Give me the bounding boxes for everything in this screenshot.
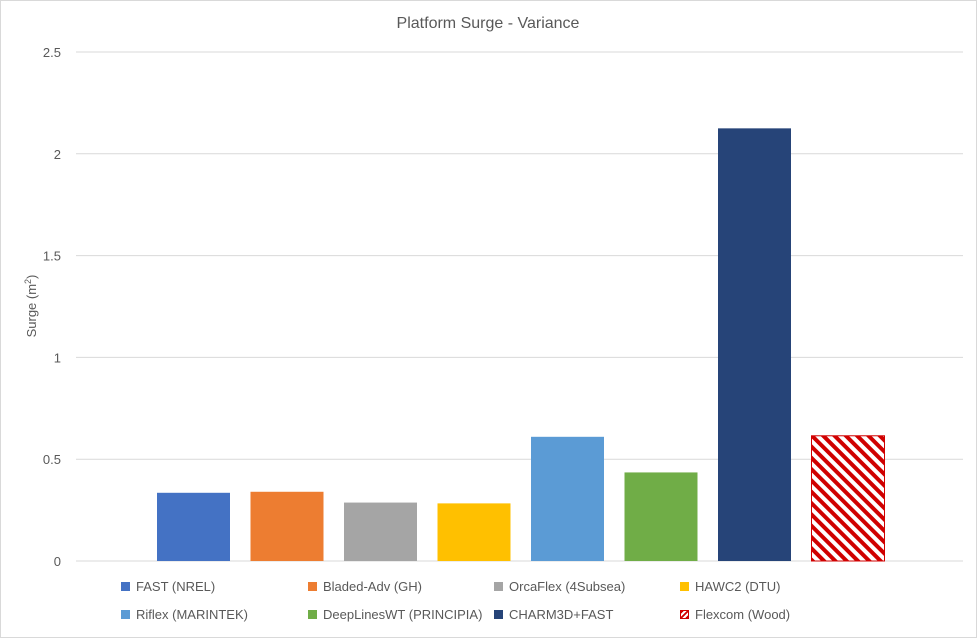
legend-swatch: [680, 582, 689, 591]
y-axis-ticks: 0 0.5 1 1.5 2 2.5: [43, 45, 61, 569]
bar-charm3d-fast: [718, 128, 791, 561]
legend-item: DeepLinesWT (PRINCIPIA): [308, 607, 482, 622]
bar-orcaflex-4subsea: [344, 502, 417, 561]
y-axis-label-suffix: ): [24, 275, 39, 279]
legend-item: FAST (NREL): [121, 579, 215, 594]
legend-swatch: [494, 582, 503, 591]
legend-swatch: [680, 610, 689, 619]
chart-title: Platform Surge - Variance: [397, 15, 580, 32]
legend-label: Flexcom (Wood): [695, 607, 791, 622]
legend-item: Bladed-Adv (GH): [308, 579, 422, 594]
legend-swatch: [494, 610, 503, 619]
legend-item: HAWC2 (DTU): [680, 579, 780, 594]
legend-swatch: [308, 610, 317, 619]
legend-label: FAST (NREL): [136, 579, 216, 594]
bar-bladed-adv-gh: [250, 491, 324, 561]
bar-fast-nrel: [157, 492, 230, 561]
legend-item: CHARM3D+FAST: [494, 607, 613, 622]
legend-label: CHARM3D+FAST: [509, 607, 614, 622]
legend-label: OrcaFlex (4Subsea): [509, 579, 626, 594]
legend-swatch: [121, 582, 130, 591]
bar-hawc2-dtu: [437, 503, 511, 561]
y-tick-label: 0: [54, 554, 61, 569]
y-tick-label: 0.5: [43, 452, 61, 467]
y-tick-label: 2.5: [43, 45, 61, 60]
y-tick-label: 2: [54, 147, 61, 162]
y-axis-label: Surge (m2): [23, 275, 39, 338]
legend-item: Riflex (MARINTEK): [121, 607, 248, 622]
legend-swatch: [121, 610, 130, 619]
y-axis-label-prefix: Surge (m: [24, 284, 39, 337]
y-tick-label: 1.5: [43, 249, 61, 264]
y-axis-label-superscript: 2: [23, 279, 33, 284]
legend-swatch: [308, 582, 317, 591]
legend-label: DeepLinesWT (PRINCIPIA): [323, 607, 483, 622]
bar-riflex-marintek: [531, 436, 604, 561]
legend-label: Bladed-Adv (GH): [323, 579, 422, 594]
bar-deeplineswt-principia: [624, 472, 698, 561]
legend-item: Flexcom (Wood): [680, 607, 790, 622]
legend-item: OrcaFlex (4Subsea): [494, 579, 625, 594]
bar-flexcom-wood: [811, 435, 885, 562]
bars: [157, 128, 885, 562]
y-tick-label: 1: [54, 350, 61, 365]
legend-label: Riflex (MARINTEK): [136, 607, 248, 622]
legend-label: HAWC2 (DTU): [695, 579, 781, 594]
